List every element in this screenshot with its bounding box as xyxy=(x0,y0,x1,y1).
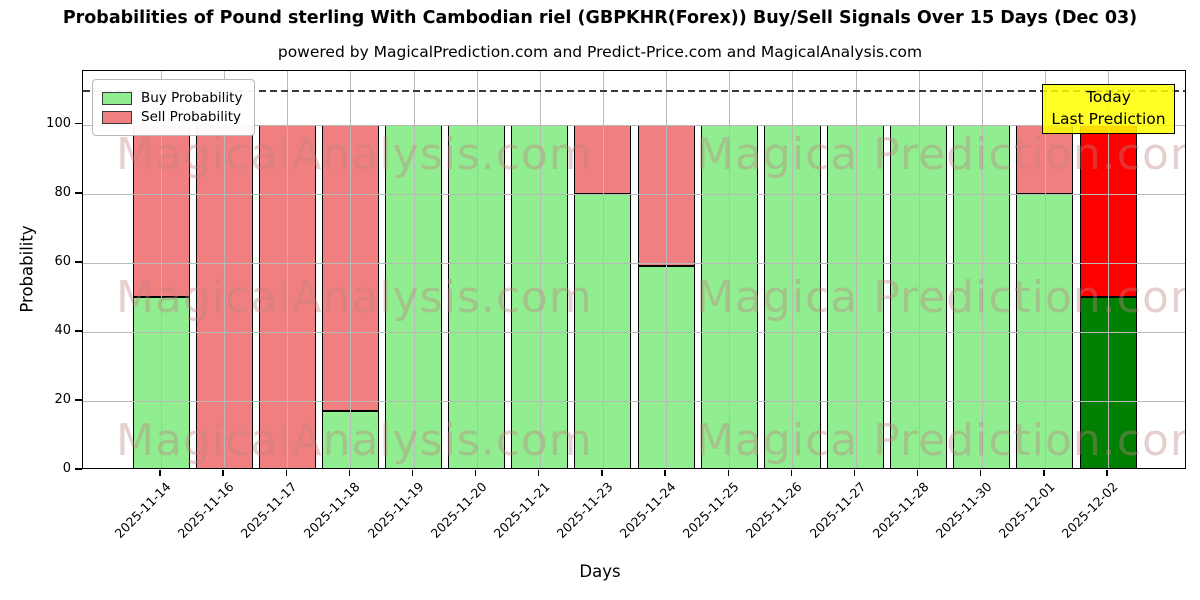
grid-line-h xyxy=(83,401,1185,402)
y-tick-mark xyxy=(75,399,82,401)
grid-line-h xyxy=(83,193,1185,195)
x-tick-mark xyxy=(790,470,792,476)
y-tick-mark xyxy=(75,468,82,470)
grid-line-v xyxy=(413,71,415,468)
y-tick-mark xyxy=(75,123,82,125)
y-tick-label: 100 xyxy=(46,115,71,131)
plot-area: MagicalAnalysis.com Magica Prediction.co… xyxy=(82,70,1186,469)
x-axis-label: Days xyxy=(579,562,621,581)
y-tick-label: 60 xyxy=(54,253,71,269)
grid-line-v xyxy=(476,71,478,468)
chart-title: Probabilities of Pound sterling With Cam… xyxy=(62,8,1138,28)
today-annotation-line1: Today xyxy=(1086,88,1131,106)
grid-line-h xyxy=(83,331,1185,333)
y-tick-label: 0 xyxy=(62,461,71,476)
y-tick-label: 80 xyxy=(54,184,71,200)
grid-line-v xyxy=(1044,71,1046,468)
grid-line-v xyxy=(224,71,226,468)
dashed-threshold-line xyxy=(83,90,1185,92)
x-tick-mark xyxy=(1106,470,1108,476)
x-tick-mark xyxy=(980,470,982,476)
chart-subtitle: powered by MagicalPrediction.com and Pre… xyxy=(277,43,923,61)
y-tick-label: 20 xyxy=(54,392,71,407)
grid-line-v xyxy=(350,71,352,468)
today-annotation-line2: Last Prediction xyxy=(1051,110,1166,129)
y-tick-mark xyxy=(75,192,82,194)
x-tick-mark xyxy=(348,470,351,476)
legend-entry-sell: Sell Probability xyxy=(102,109,242,125)
grid-line-v xyxy=(855,71,857,468)
x-tick-mark xyxy=(475,470,477,476)
grid-line-v xyxy=(161,71,162,468)
x-tick-mark xyxy=(664,470,666,476)
x-tick-mark xyxy=(285,470,287,476)
grid-line-v xyxy=(918,71,920,468)
grid-line-v xyxy=(729,71,731,468)
grid-line-v xyxy=(539,71,541,468)
grid-line-v xyxy=(666,71,668,468)
x-tick-mark xyxy=(411,470,414,476)
x-tick-mark xyxy=(538,470,540,476)
grid-line-v xyxy=(981,71,983,468)
grid-line-v xyxy=(602,71,604,468)
y-tick-label: 40 xyxy=(54,322,71,338)
x-tick-mark xyxy=(727,470,729,476)
legend: Buy Probability Sell Probability xyxy=(92,79,256,136)
x-tick-mark xyxy=(853,470,856,476)
legend-entry-buy: Buy Probability xyxy=(102,90,242,106)
x-tick-mark xyxy=(222,470,224,476)
grid-line-h xyxy=(83,262,1185,264)
legend-label-sell: Sell Probability xyxy=(141,109,242,125)
legend-label-buy: Buy Probability xyxy=(141,90,243,106)
y-tick-mark xyxy=(75,261,82,263)
grid-line-v xyxy=(287,71,289,468)
grid-line-v xyxy=(1108,71,1109,468)
y-tick-mark xyxy=(75,330,82,332)
x-tick-mark xyxy=(916,470,919,476)
legend-swatch-buy xyxy=(102,91,132,105)
grid-line-v xyxy=(792,71,794,468)
x-tick-mark xyxy=(601,470,603,476)
today-annotation: Today Last Prediction xyxy=(1042,84,1175,134)
legend-swatch-sell xyxy=(102,110,132,124)
grid-line-h xyxy=(83,124,1185,126)
x-tick-mark xyxy=(1043,470,1045,476)
x-tick-mark xyxy=(159,470,161,476)
